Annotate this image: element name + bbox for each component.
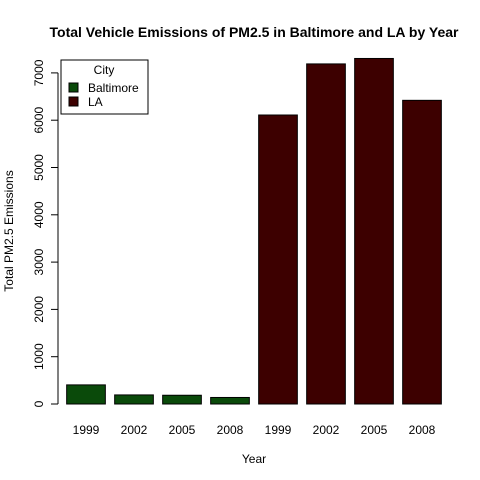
legend-title: City bbox=[94, 63, 115, 77]
chart-title: Total Vehicle Emissions of PM2.5 in Balt… bbox=[50, 24, 460, 40]
x-tick-label: 2008 bbox=[217, 423, 244, 437]
y-tick-label: 0 bbox=[32, 400, 46, 407]
bar-baltimore-2002 bbox=[114, 394, 154, 405]
x-tick-label: 2002 bbox=[121, 423, 148, 437]
x-axis-label: Year bbox=[242, 452, 266, 466]
y-tick-label: 2000 bbox=[32, 296, 46, 323]
x-tick-label: 1999 bbox=[73, 423, 100, 437]
legend-swatch-baltimore bbox=[68, 82, 79, 93]
x-tick-label: 2008 bbox=[409, 423, 436, 437]
x-tick-label: 1999 bbox=[265, 423, 292, 437]
bar-la-2008 bbox=[402, 99, 442, 405]
legend-label-la: LA bbox=[88, 95, 103, 109]
legend-label-baltimore: Baltimore bbox=[88, 81, 139, 95]
x-tick-label: 2005 bbox=[169, 423, 196, 437]
y-tick-label: 6000 bbox=[32, 107, 46, 134]
y-tick-label: 1000 bbox=[32, 343, 46, 370]
bar-la-2005 bbox=[354, 57, 394, 405]
bar-baltimore-2008 bbox=[210, 396, 250, 405]
y-tick-label: 3000 bbox=[32, 248, 46, 275]
x-tick-label: 2005 bbox=[361, 423, 388, 437]
legend-swatch-la bbox=[68, 96, 79, 107]
bar-baltimore-2005 bbox=[162, 394, 202, 405]
y-axis: 0 1000 2000 3000 4000 5000 6000 7000 bbox=[32, 59, 59, 407]
y-tick-label: 7000 bbox=[32, 59, 46, 86]
y-tick-label: 4000 bbox=[32, 201, 46, 228]
bars-group bbox=[66, 57, 442, 405]
x-tick-label: 2002 bbox=[313, 423, 340, 437]
x-axis: 1999 2002 2005 2008 1999 2002 2005 2008 bbox=[73, 423, 436, 437]
y-tick-label: 5000 bbox=[32, 154, 46, 181]
y-axis-label: Total PM2.5 Emissions bbox=[2, 170, 16, 291]
bar-la-2002 bbox=[306, 63, 346, 405]
bar-baltimore-1999 bbox=[66, 384, 106, 405]
bar-la-1999 bbox=[258, 114, 298, 405]
